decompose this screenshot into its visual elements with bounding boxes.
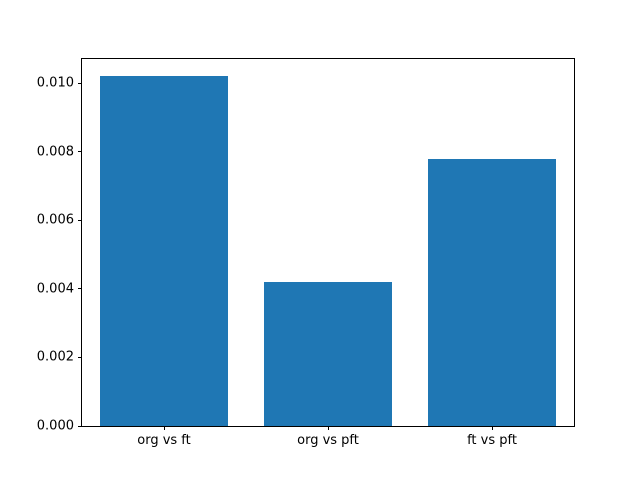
x-tick-label: org vs pft <box>297 433 359 448</box>
y-tick-label: 0.002 <box>36 349 74 365</box>
x-tick-label: ft vs pft <box>467 433 517 448</box>
bar-org-vs-pft <box>264 282 392 426</box>
plot-area: 0.000 0.002 0.004 0.006 0.008 0.010 org vs ft… <box>37 58 575 448</box>
y-tick-label: 0.006 <box>36 212 74 228</box>
y-tick-mark <box>78 356 82 358</box>
y-tick-mark <box>78 288 82 290</box>
bar-ft-vs-pft <box>428 158 556 426</box>
bar-org-vs-ft <box>100 76 228 426</box>
y-tick-mark <box>78 82 82 84</box>
x-tick-label: org vs ft <box>137 433 191 448</box>
x-tick-mark <box>327 426 329 430</box>
y-tick-label: 0.008 <box>36 144 74 160</box>
x-tick-mark <box>163 426 165 430</box>
y-tick-label: 0.000 <box>36 418 74 434</box>
y-tick-mark <box>78 425 82 427</box>
y-tick-mark <box>78 151 82 153</box>
y-tick-label: 0.010 <box>36 75 74 91</box>
x-tick-mark <box>491 426 493 430</box>
y-tick-mark <box>78 219 82 221</box>
y-tick-label: 0.004 <box>36 281 74 297</box>
